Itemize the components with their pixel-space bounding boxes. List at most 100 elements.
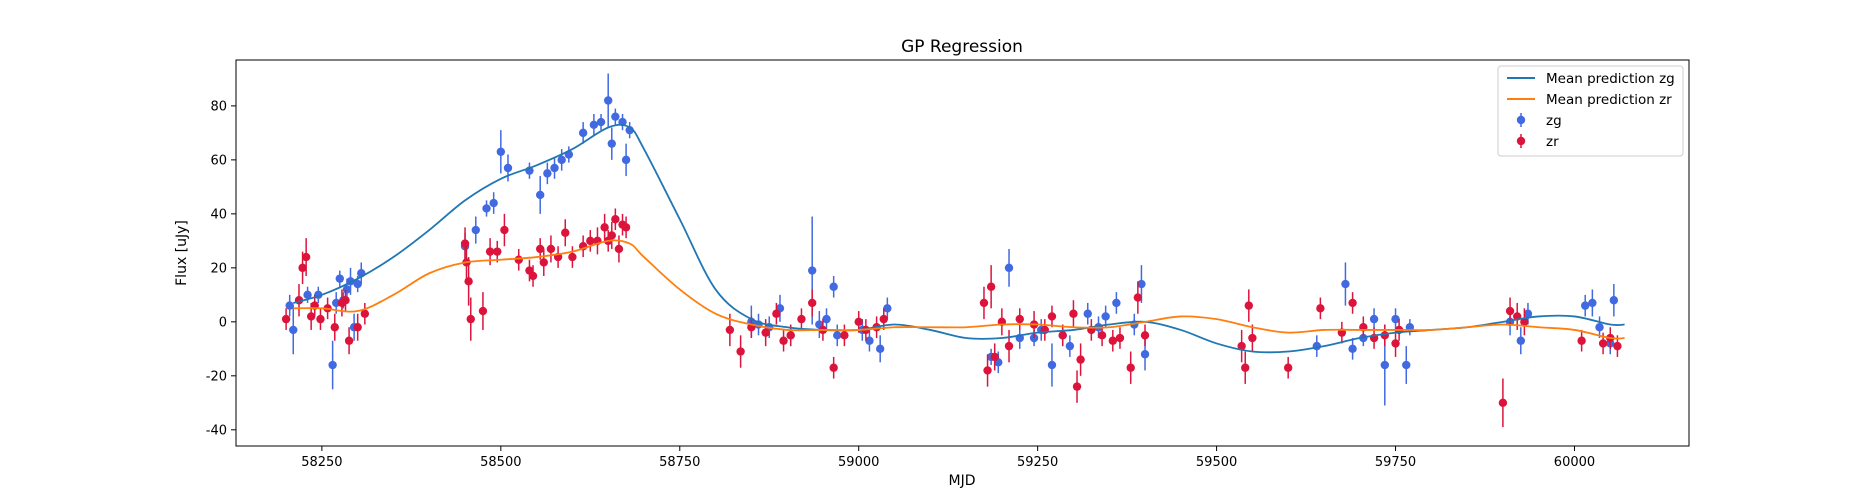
y-tick-label: 80 bbox=[210, 99, 227, 114]
data-point-zr bbox=[736, 335, 745, 368]
data-point-zg bbox=[1402, 346, 1411, 384]
data-point-zg bbox=[618, 113, 627, 131]
legend-swatch-zg bbox=[1516, 113, 1526, 127]
data-point-zg bbox=[1015, 327, 1024, 349]
data-point-zr bbox=[1072, 370, 1082, 403]
data-point-zr bbox=[1058, 324, 1067, 347]
data-point-zg bbox=[496, 130, 506, 174]
x-tick-label: 59000 bbox=[838, 455, 879, 470]
series-zg bbox=[285, 73, 1619, 406]
x-tick-label: 59750 bbox=[1375, 455, 1416, 470]
data-point-zr bbox=[301, 238, 311, 276]
x-tick-label: 58500 bbox=[480, 455, 521, 470]
data-point-zg bbox=[578, 122, 588, 144]
x-tick-label: 59250 bbox=[1017, 455, 1058, 470]
data-point-zg bbox=[875, 335, 885, 363]
data-point-zr bbox=[464, 257, 473, 306]
data-point-zr bbox=[478, 292, 488, 330]
data-point-zg bbox=[289, 305, 298, 355]
data-point-zr bbox=[466, 297, 475, 341]
data-point-zr bbox=[1108, 329, 1118, 352]
legend-label-zr: zr bbox=[1546, 134, 1559, 150]
data-point-zr bbox=[353, 313, 362, 341]
legend: Mean prediction zg Mean prediction zr zg… bbox=[1497, 65, 1684, 157]
data-point-zr bbox=[330, 313, 339, 341]
data-point-zg bbox=[303, 286, 312, 303]
data-point-zg bbox=[471, 216, 480, 244]
data-point-zr bbox=[1133, 281, 1143, 314]
legend-swatch-zr bbox=[1516, 134, 1526, 148]
data-point-zg bbox=[589, 113, 599, 136]
data-point-zg bbox=[543, 162, 552, 185]
x-tick-label: 59500 bbox=[1196, 455, 1237, 470]
data-point-zr bbox=[1015, 308, 1024, 330]
data-point-zr bbox=[797, 308, 806, 330]
data-point-zg bbox=[285, 294, 294, 317]
x-tick-label: 58750 bbox=[659, 455, 700, 470]
x-axis-label: MJD bbox=[949, 473, 976, 489]
data-point-zg bbox=[1101, 305, 1110, 328]
data-point-zg bbox=[550, 157, 559, 179]
data-point-zr bbox=[341, 289, 350, 312]
y-tick-label: 0 bbox=[219, 315, 227, 330]
data-point-zr bbox=[1126, 351, 1135, 384]
data-point-zr bbox=[1498, 378, 1508, 428]
data-point-zr bbox=[1004, 329, 1014, 363]
data-point-zr bbox=[1577, 329, 1586, 352]
data-point-zr bbox=[561, 219, 570, 247]
data-point-zg bbox=[1391, 308, 1400, 330]
data-point-zr bbox=[979, 286, 989, 320]
series-zr bbox=[281, 208, 1622, 428]
legend-label-zg: zg bbox=[1546, 113, 1562, 129]
data-point-zg bbox=[1369, 308, 1379, 330]
data-point-zg bbox=[1341, 262, 1350, 306]
data-point-zr bbox=[1241, 351, 1250, 384]
data-point-zr bbox=[568, 246, 577, 268]
data-point-zg bbox=[1595, 316, 1604, 339]
data-point-zr bbox=[1283, 356, 1293, 379]
data-point-zr bbox=[1076, 343, 1085, 376]
data-point-zr bbox=[621, 216, 631, 239]
data-point-zr bbox=[807, 289, 817, 317]
data-point-zr bbox=[593, 227, 602, 255]
data-point-zr bbox=[493, 240, 502, 263]
data-point-zg bbox=[621, 143, 631, 177]
mean-line-0 bbox=[293, 123, 1625, 354]
data-point-zr bbox=[607, 221, 616, 249]
data-point-zr bbox=[514, 248, 523, 271]
data-point-zr bbox=[1069, 300, 1078, 328]
data-point-zg bbox=[335, 270, 344, 287]
data-point-zr bbox=[983, 354, 992, 387]
y-tick-label: 20 bbox=[210, 261, 227, 276]
data-point-zr bbox=[1115, 327, 1125, 349]
data-point-zr bbox=[1348, 292, 1357, 314]
data-point-zg bbox=[1609, 284, 1619, 317]
data-point-zg bbox=[482, 200, 491, 217]
data-point-zr bbox=[600, 213, 609, 241]
data-point-zr bbox=[1047, 305, 1057, 328]
data-point-zg bbox=[829, 275, 838, 298]
data-point-zg bbox=[503, 154, 513, 182]
data-point-zg bbox=[1047, 343, 1057, 387]
data-point-zg bbox=[1065, 335, 1075, 357]
data-point-zr bbox=[1237, 329, 1246, 363]
data-point-zr bbox=[611, 208, 620, 231]
data-point-zg bbox=[603, 73, 613, 128]
data-point-zr bbox=[344, 327, 354, 355]
data-point-zr bbox=[779, 329, 788, 352]
data-point-zr bbox=[539, 248, 548, 276]
y-tick-label: -40 bbox=[206, 423, 227, 438]
data-point-zr bbox=[578, 235, 588, 258]
x-tick-label: 58250 bbox=[301, 455, 342, 470]
data-point-zr bbox=[829, 356, 838, 379]
data-point-zg bbox=[607, 127, 616, 160]
data-point-zg bbox=[1405, 319, 1415, 336]
data-point-zr bbox=[614, 235, 624, 263]
data-point-zr bbox=[1244, 289, 1254, 322]
legend-label-zg-mean: Mean prediction zg bbox=[1546, 71, 1675, 87]
data-point-zg bbox=[865, 329, 874, 352]
data-point-zg bbox=[1581, 294, 1590, 317]
data-point-zg bbox=[883, 297, 892, 320]
y-axis-label: Flux [uJy] bbox=[174, 220, 190, 286]
y-tick-label: 40 bbox=[210, 207, 227, 222]
